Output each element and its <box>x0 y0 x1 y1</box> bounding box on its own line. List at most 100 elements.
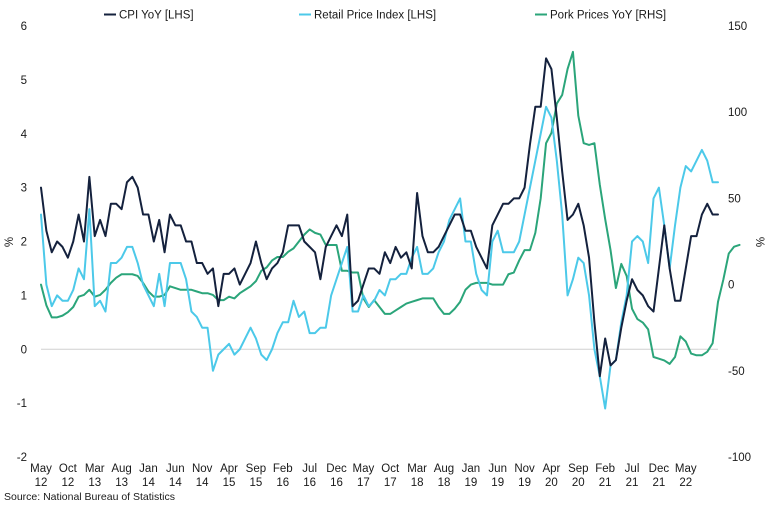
x-tick-year: 16 <box>276 477 289 489</box>
x-tick-year: 17 <box>384 477 397 489</box>
x-tick-year: 21 <box>652 477 665 489</box>
legend-item-pork-prices: Pork Prices YoY [RHS] <box>535 10 666 22</box>
x-tick: May 17 <box>353 463 375 489</box>
x-tick-month: Jun <box>166 463 185 475</box>
x-tick: Oct 17 <box>381 463 400 489</box>
x-tick: Apr 20 <box>542 463 560 489</box>
x-tick-year: 14 <box>169 477 182 489</box>
x-tick: Jan 19 <box>462 463 481 489</box>
x-tick-year: 12 <box>35 477 48 489</box>
y-left-axis-label: % <box>4 237 16 247</box>
x-tick-month: May <box>30 463 52 475</box>
x-tick: Mar 18 <box>407 463 427 489</box>
series-lines <box>40 50 741 410</box>
x-tick: Nov 19 <box>514 463 535 489</box>
y-right-tick-label: 50 <box>728 193 741 205</box>
legend-item-retail-price-index: Retail Price Index [LHS] <box>299 10 436 22</box>
x-tick-month: Feb <box>273 463 293 475</box>
x-tick-year: 15 <box>250 477 263 489</box>
x-tick-month: Mar <box>407 463 427 475</box>
x-tick-month: Dec <box>649 463 670 475</box>
x-tick: Jun 14 <box>166 463 185 489</box>
x-tick-year: 20 <box>545 477 558 489</box>
x-tick-month: Jan <box>462 463 481 475</box>
x-tick-month: Sep <box>246 463 266 475</box>
y-left-tick-label: 3 <box>21 183 27 195</box>
x-tick-year: 21 <box>626 477 639 489</box>
x-tick-month: Jul <box>625 463 640 475</box>
x-tick-month: Jun <box>488 463 507 475</box>
y-right-tick-label: 100 <box>728 107 747 119</box>
x-tick-month: Oct <box>381 463 400 475</box>
x-tick-month: Sep <box>568 463 588 475</box>
source-note: Source: National Bureau of Statistics <box>4 491 176 503</box>
x-tick: Jun 19 <box>488 463 507 489</box>
x-tick: Aug 18 <box>434 463 454 489</box>
series-line-retail-price-index <box>40 105 719 410</box>
x-tick-year: 22 <box>679 477 692 489</box>
y-left-tick-label: 6 <box>21 21 27 33</box>
x-tick-year: 14 <box>196 477 209 489</box>
x-tick: Feb 21 <box>595 463 615 489</box>
x-tick-year: 19 <box>518 477 531 489</box>
x-tick: Mar 13 <box>85 463 105 489</box>
x-tick-month: May <box>675 463 697 475</box>
x-tick: Sep 15 <box>246 463 266 489</box>
series-line-cpi-yoy <box>40 57 719 378</box>
series-line-pork-prices-yoy <box>40 50 741 365</box>
x-tick-month: Feb <box>595 463 615 475</box>
y-left-tick-label: -1 <box>17 398 27 410</box>
x-tick-year: 15 <box>223 477 236 489</box>
y-left-tick-label: -2 <box>17 452 27 464</box>
x-tick-month: Apr <box>542 463 560 475</box>
x-tick: Feb 16 <box>273 463 293 489</box>
x-tick-year: 17 <box>357 477 370 489</box>
x-tick-month: Aug <box>111 463 131 475</box>
y-right-tick-label: -100 <box>728 452 751 464</box>
x-tick-month: Jul <box>302 463 317 475</box>
x-tick-year: 14 <box>142 477 155 489</box>
legend: CPI YoY [LHS] Retail Price Index [LHS] P… <box>104 10 666 22</box>
x-tick-year: 16 <box>303 477 316 489</box>
legend-label-pork-prices: Pork Prices YoY [RHS] <box>550 10 666 22</box>
y-right-tick-label: 150 <box>728 21 747 33</box>
x-tick-month: Mar <box>85 463 105 475</box>
x-tick: Aug 13 <box>111 463 131 489</box>
x-tick: May 12 <box>30 463 52 489</box>
x-tick: Sep 20 <box>568 463 588 489</box>
x-tick-year: 13 <box>115 477 128 489</box>
x-tick-year: 20 <box>572 477 585 489</box>
x-tick-year: 19 <box>491 477 504 489</box>
x-tick: Dec 21 <box>649 463 670 489</box>
axes: 6543210-1-2150100500-50-100May12Oct12Mar… <box>17 21 751 489</box>
y-left-tick-label: 4 <box>21 129 28 141</box>
line-chart: CPI YoY [LHS] Retail Price Index [LHS] P… <box>4 10 765 490</box>
y-left-tick-label: 1 <box>21 290 27 302</box>
y-right-tick-label: 0 <box>728 280 734 292</box>
y-left-tick-label: 2 <box>21 237 27 249</box>
x-tick-month: Nov <box>514 463 535 475</box>
x-tick: Jul 21 <box>625 463 640 489</box>
x-tick-year: 18 <box>438 477 451 489</box>
x-tick-month: Nov <box>192 463 213 475</box>
legend-item-cpi: CPI YoY [LHS] <box>104 10 194 22</box>
legend-label-cpi: CPI YoY [LHS] <box>119 10 194 22</box>
x-tick: Dec 16 <box>326 463 347 489</box>
x-tick-month: Dec <box>326 463 347 475</box>
x-tick-year: 16 <box>330 477 343 489</box>
x-tick-year: 12 <box>61 477 74 489</box>
x-tick: May 22 <box>675 463 697 489</box>
legend-label-retail-price-index: Retail Price Index [LHS] <box>314 10 436 22</box>
x-tick-month: Aug <box>434 463 454 475</box>
x-tick-month: Jan <box>139 463 158 475</box>
x-tick-month: Apr <box>220 463 238 475</box>
x-tick-year: 13 <box>88 477 101 489</box>
x-tick: Jul 16 <box>302 463 317 489</box>
y-left-tick-label: 5 <box>21 75 27 87</box>
y-left-tick-label: 0 <box>21 344 27 356</box>
x-tick-year: 21 <box>599 477 612 489</box>
x-tick-year: 19 <box>464 477 477 489</box>
x-tick-month: May <box>353 463 375 475</box>
x-tick: Oct 12 <box>59 463 78 489</box>
x-tick-year: 18 <box>411 477 424 489</box>
